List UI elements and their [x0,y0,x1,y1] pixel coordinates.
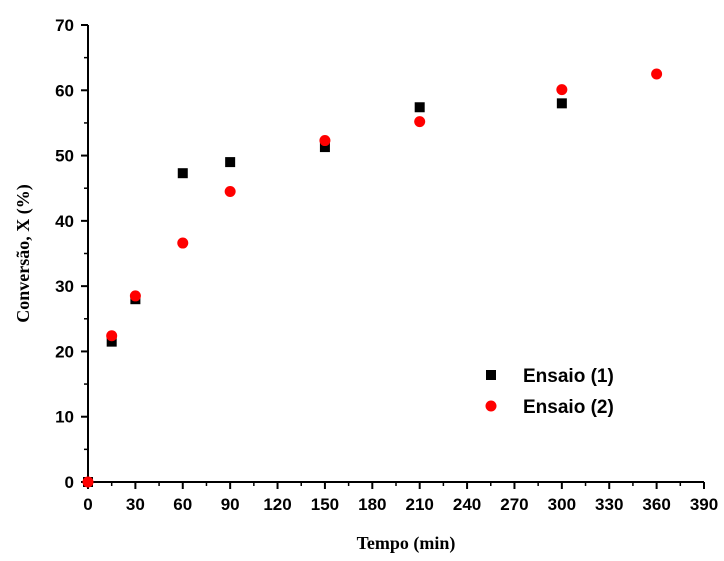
legend-label: Ensaio (1) [523,366,614,387]
data-point [556,84,568,96]
x-tick-label: 390 [690,495,718,514]
legend-item-2: Ensaio (2) [485,397,614,418]
data-point [106,336,117,347]
ticks [81,24,705,489]
legend-label: Ensaio (2) [523,397,614,418]
data-point [129,290,141,302]
x-tick-label: 150 [311,495,339,514]
data-point [319,135,331,147]
x-tick-label: 240 [453,495,481,514]
data-point [319,142,330,153]
x-tick-label: 270 [500,495,528,514]
data-point [225,157,236,168]
x-tick-label: 30 [126,495,145,514]
y-tick-label: 10 [55,408,74,427]
data-point [106,330,118,342]
data-point [414,116,426,128]
data-points [82,68,663,488]
legend-marker [486,370,496,380]
x-tick-label: 0 [83,495,92,514]
x-tick-label: 180 [358,495,386,514]
y-tick-label: 70 [55,16,74,35]
data-point [651,68,663,80]
x-tick-label: 330 [595,495,623,514]
x-tick-label: 210 [406,495,434,514]
x-tick-label: 60 [173,495,192,514]
y-tick-label: 50 [55,147,74,166]
legend-item-1: Ensaio (1) [486,366,614,387]
y-tick-label: 60 [55,81,74,100]
x-tick-label: 90 [221,495,240,514]
tick-labels: 0 30 60 90 120 150 180 210 240 270 300 330 360 390 0 10… [55,16,718,514]
y-tick-label: 40 [55,212,74,231]
data-point [556,98,567,109]
x-tick-label: 120 [263,495,291,514]
data-point [414,102,425,113]
series-1 [83,98,567,487]
legend-marker [485,400,497,412]
y-tick-label: 20 [55,342,74,361]
x-tick-label: 300 [548,495,576,514]
x-tick-label: 360 [642,495,670,514]
legend: Ensaio (1) Ensaio (2) [485,366,614,418]
data-point [224,185,236,197]
x-axis-title: Tempo (min) [357,533,456,554]
data-point [177,168,188,179]
y-tick-label: 0 [65,473,74,492]
data-point [177,237,189,249]
y-axis-title: Conversão, X (%) [13,184,34,322]
series-2 [82,68,663,488]
y-tick-label: 30 [55,277,74,296]
data-point [82,476,94,488]
